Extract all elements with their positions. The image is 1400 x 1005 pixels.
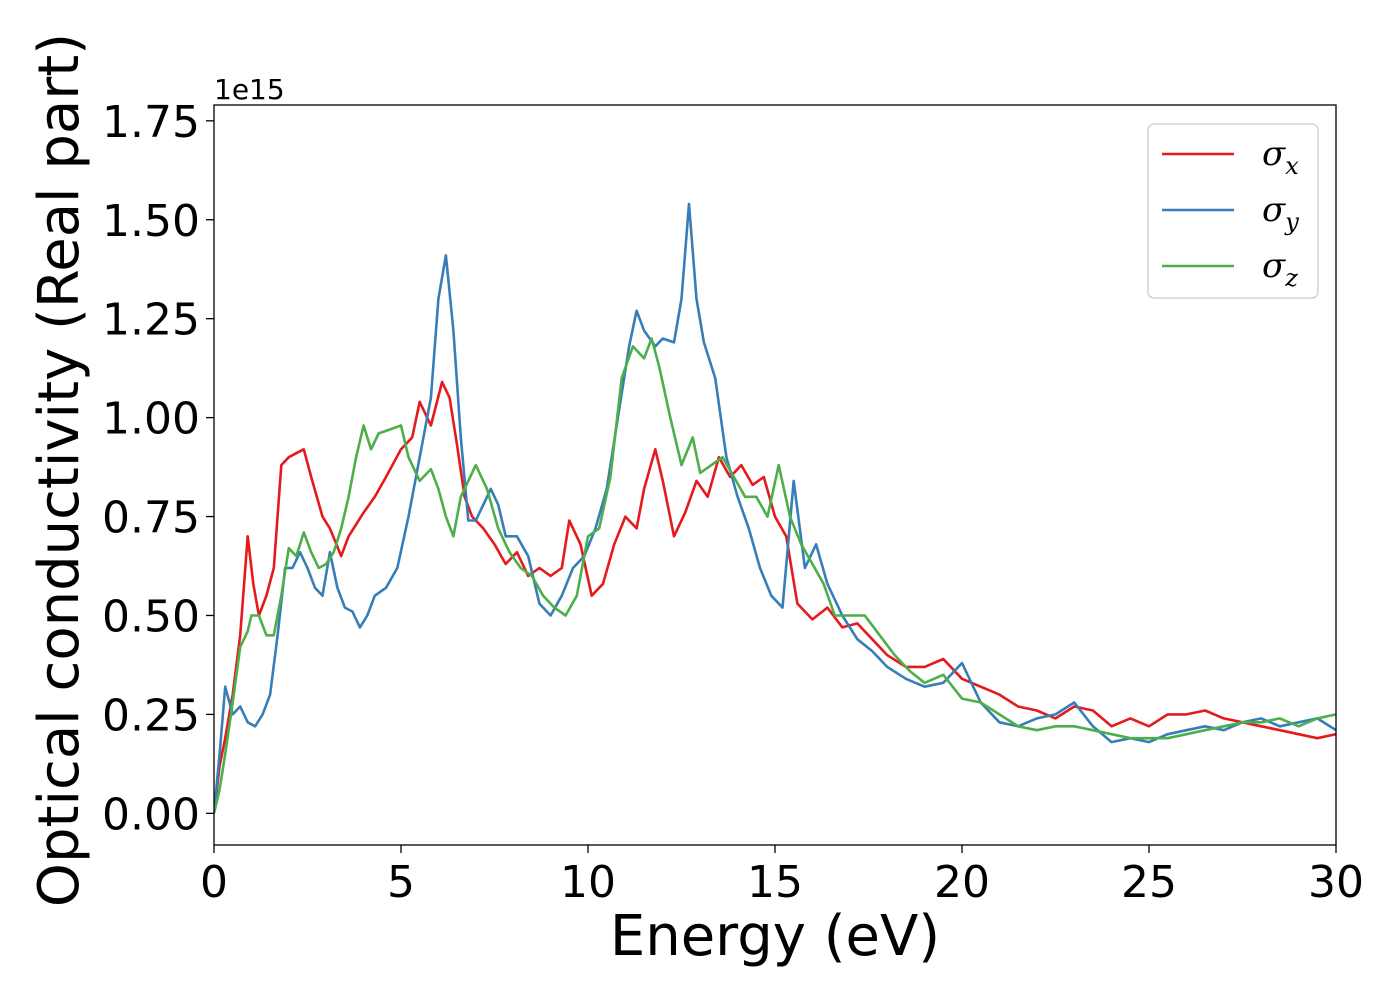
series-line-y [214, 202, 1336, 814]
x-tick-label: 30 [1308, 857, 1364, 908]
x-tick-label: 15 [747, 857, 803, 908]
y-tick-label: 0.50 [102, 591, 200, 642]
y-tick-label: 0.00 [102, 789, 200, 840]
series-line-x [214, 380, 1336, 814]
y-axis: 0.00 0.25 0.50 0.75 1.00 1.25 1.50 1.75 [102, 97, 214, 840]
y-tick-label: 0.75 [102, 493, 200, 544]
legend-label-x: σx [1262, 134, 1299, 180]
x-axis: 0 5 10 15 20 25 30 [200, 845, 1364, 908]
x-tick-label: 0 [200, 857, 228, 908]
x-tick-label: 25 [1121, 857, 1177, 908]
x-tick-label: 10 [560, 857, 616, 908]
series-group [214, 202, 1336, 814]
y-tick-label: 0.25 [102, 690, 200, 741]
y-axis-label: Optical conductivity (Real part) [27, 33, 92, 907]
legend-label-z: σz [1262, 246, 1298, 292]
series-line-z [214, 337, 1336, 814]
x-tick-label: 5 [387, 857, 415, 908]
x-tick-label: 20 [934, 857, 990, 908]
legend-label-y: σy [1262, 190, 1299, 236]
x-axis-label: Energy (eV) [610, 904, 940, 969]
y-tick-label: 1.25 [102, 295, 200, 346]
legend: σx σy σz [1147, 123, 1319, 299]
y-tick-label: 1.75 [102, 97, 200, 148]
y-axis-offset-label: 1e15 [214, 73, 285, 106]
y-tick-label: 1.50 [102, 196, 200, 247]
y-tick-label: 1.00 [102, 394, 200, 445]
